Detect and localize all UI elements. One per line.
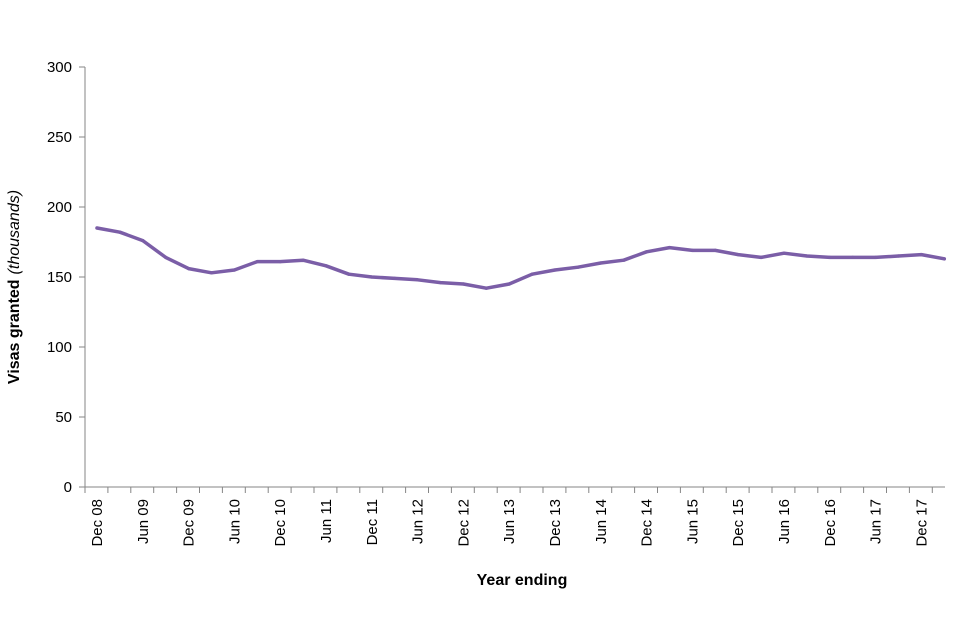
data-point xyxy=(713,248,717,252)
data-point xyxy=(484,286,488,290)
x-tick-label: Dec 11 xyxy=(364,499,381,545)
data-point xyxy=(599,261,603,265)
y-axis-title-main: Visas granted xyxy=(6,279,23,384)
data-point xyxy=(851,255,855,259)
x-tick-label: Jun 14 xyxy=(593,499,610,544)
y-axis-title: Visas granted (thousands) xyxy=(6,190,23,384)
data-point xyxy=(416,278,420,282)
x-tick-label: Jun 16 xyxy=(776,499,793,544)
data-point xyxy=(370,275,374,279)
x-tick-label: Dec 17 xyxy=(913,499,930,547)
x-tick-label: Jun 17 xyxy=(868,499,885,544)
y-tick-label: 250 xyxy=(47,129,72,146)
y-tick-label: 300 xyxy=(47,59,72,76)
data-point xyxy=(118,230,122,234)
y-axis: 0 50 100 150 200 250 300 xyxy=(47,59,86,496)
data-point xyxy=(622,258,626,262)
data-point xyxy=(874,255,878,259)
y-axis-title-unit: (thousands) xyxy=(6,190,23,275)
x-tick-label: Dec 08 xyxy=(89,499,106,547)
data-point xyxy=(805,254,809,258)
y-tick-label: 150 xyxy=(47,269,72,286)
data-point xyxy=(141,239,145,243)
data-point xyxy=(393,276,397,280)
x-tick-label: Jun 13 xyxy=(501,499,518,544)
data-point xyxy=(942,257,946,261)
data-point xyxy=(645,250,649,254)
x-tick-label: Jun 11 xyxy=(318,499,335,543)
x-tick-label: Dec 13 xyxy=(547,499,564,547)
x-tick-label: Dec 09 xyxy=(181,499,198,547)
x-tick-label: Dec 14 xyxy=(639,499,656,547)
data-point xyxy=(507,282,511,286)
data-point xyxy=(438,281,443,285)
data-point xyxy=(255,260,259,264)
y-tick-label: 100 xyxy=(47,339,72,356)
y-tick-label: 50 xyxy=(55,409,72,426)
x-tick-label: Jun 09 xyxy=(135,499,152,544)
x-tick-label: Dec 10 xyxy=(272,499,289,547)
data-point xyxy=(896,254,901,258)
data-point xyxy=(782,251,786,255)
series-line xyxy=(95,226,947,290)
x-tick-label: Jun 12 xyxy=(410,499,427,544)
data-point xyxy=(301,258,305,262)
x-tick-label: Jun 15 xyxy=(684,499,701,544)
data-point xyxy=(347,272,351,276)
data-point xyxy=(232,268,236,272)
data-point xyxy=(576,265,580,269)
data-point xyxy=(919,253,924,257)
x-axis: Dec 08 Jun 09 Dec 09 Jun 10 Dec 10 Jun 11 Dec … xyxy=(84,486,945,547)
data-point xyxy=(324,264,328,268)
data-point xyxy=(209,271,214,275)
data-point xyxy=(690,248,695,252)
data-point xyxy=(461,282,465,286)
data-point xyxy=(828,255,832,259)
x-tick-label: Dec 16 xyxy=(822,499,839,547)
data-point xyxy=(187,267,191,271)
data-point xyxy=(530,272,534,276)
x-tick-label: Jun 10 xyxy=(226,499,243,544)
data-point xyxy=(278,260,282,264)
data-point xyxy=(736,253,740,257)
data-point xyxy=(553,268,557,272)
series-layer xyxy=(95,226,947,290)
data-point xyxy=(667,246,672,250)
data-point xyxy=(759,255,763,259)
x-axis-title: Year ending xyxy=(477,572,568,589)
y-tick-label: 0 xyxy=(64,479,72,496)
data-point xyxy=(164,255,168,259)
y-tick-label: 200 xyxy=(47,199,72,216)
x-tick-label: Dec 12 xyxy=(455,499,472,547)
x-tick-label: Dec 15 xyxy=(730,499,747,547)
data-point xyxy=(95,226,99,230)
